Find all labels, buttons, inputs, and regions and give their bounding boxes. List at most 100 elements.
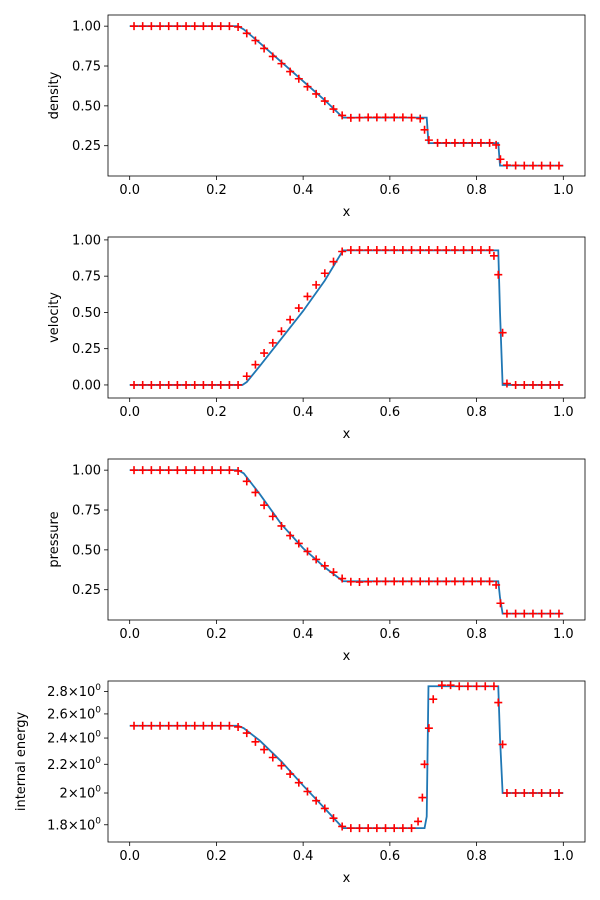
internal-energy-y-tick-label: 2.4×100 bbox=[47, 730, 101, 747]
internal-energy-axes-frame bbox=[107, 680, 586, 843]
density-marker bbox=[234, 22, 243, 31]
density-x-tick-label: 0.6 bbox=[380, 183, 401, 198]
velocity-marker bbox=[277, 327, 286, 336]
density-marker bbox=[511, 161, 520, 170]
density-x-tick-label: 1.0 bbox=[553, 183, 574, 198]
density-marker bbox=[381, 113, 390, 122]
internal-energy-marker bbox=[420, 760, 429, 769]
internal-energy-marker bbox=[437, 681, 446, 690]
pressure-x-axis-label: x bbox=[343, 649, 351, 664]
density-marker bbox=[208, 22, 217, 31]
velocity-x-tick-label: 1.0 bbox=[553, 405, 574, 420]
pressure-marker bbox=[468, 577, 477, 586]
internal-energy-marker bbox=[502, 789, 511, 798]
internal-energy-marker bbox=[164, 721, 173, 730]
velocity-marker bbox=[242, 372, 251, 381]
velocity-marker bbox=[390, 246, 399, 255]
pressure-marker bbox=[381, 577, 390, 586]
velocity-marker bbox=[208, 380, 217, 389]
pressure-marker bbox=[147, 466, 156, 475]
density-marker bbox=[268, 52, 277, 61]
internal-energy-x-axis-label: x bbox=[343, 871, 351, 886]
density-marker bbox=[216, 22, 225, 31]
velocity-marker bbox=[346, 246, 355, 255]
pressure-marker bbox=[554, 609, 563, 618]
pressure-marker bbox=[450, 577, 459, 586]
velocity-marker bbox=[312, 280, 321, 289]
velocity-marker bbox=[494, 270, 503, 279]
velocity-marker bbox=[485, 246, 494, 255]
pressure-marker bbox=[496, 599, 505, 608]
density-x-tick-label: 0.4 bbox=[293, 183, 314, 198]
density-marker bbox=[147, 22, 156, 31]
pressure-marker bbox=[520, 609, 529, 618]
density-marker bbox=[164, 22, 173, 31]
internal-energy-y-tick-label: 2×100 bbox=[60, 785, 102, 802]
pressure-marker bbox=[138, 466, 147, 475]
density-marker bbox=[260, 44, 269, 53]
velocity-marker bbox=[329, 257, 338, 266]
internal-energy-marker bbox=[338, 822, 347, 831]
density-marker bbox=[286, 67, 295, 76]
density-marker bbox=[173, 22, 182, 31]
pressure-marker bbox=[407, 577, 416, 586]
velocity-marker bbox=[502, 379, 511, 388]
internal-energy-y-axis-label: internal energy bbox=[14, 712, 29, 812]
density-marker bbox=[450, 138, 459, 147]
internal-energy-marker bbox=[312, 796, 321, 805]
velocity-marker bbox=[442, 246, 451, 255]
internal-energy-marker bbox=[520, 789, 529, 798]
pressure-axes-frame bbox=[107, 458, 586, 621]
velocity-marker bbox=[476, 246, 485, 255]
pressure-marker bbox=[156, 466, 165, 475]
velocity-marker bbox=[303, 292, 312, 301]
internal-energy-x-tick-label: 1.0 bbox=[553, 849, 574, 864]
velocity-marker bbox=[173, 380, 182, 389]
internal-energy-marker bbox=[251, 737, 260, 746]
internal-energy-x-tick-label: 0.8 bbox=[466, 849, 487, 864]
internal-energy-marker bbox=[277, 761, 286, 770]
density-x-tick-label: 0.0 bbox=[119, 183, 140, 198]
pressure-marker bbox=[190, 466, 199, 475]
internal-energy-x-tick-label: 0.0 bbox=[119, 849, 140, 864]
density-marker bbox=[442, 138, 451, 147]
internal-energy-marker bbox=[190, 721, 199, 730]
velocity-marker bbox=[459, 246, 468, 255]
density-marker bbox=[312, 89, 321, 98]
pressure-marker bbox=[511, 609, 520, 618]
velocity-marker bbox=[182, 380, 191, 389]
velocity-marker bbox=[164, 380, 173, 389]
velocity-marker bbox=[199, 380, 208, 389]
velocity-marker bbox=[537, 380, 546, 389]
pressure-y-tick-label: 0.75 bbox=[72, 504, 101, 519]
internal-energy-marker bbox=[208, 721, 217, 730]
pressure-panel: 0.0 0.2 0.4 0.6 0.8 1.0 0.25 0.50 0.75 1.00 x press… bbox=[47, 458, 586, 664]
internal-energy-marker bbox=[429, 695, 438, 704]
velocity-marker bbox=[450, 246, 459, 255]
density-axes-frame bbox=[107, 14, 586, 177]
pressure-y-tick-label: 0.25 bbox=[72, 583, 101, 598]
density-y-tick-label: 0.25 bbox=[72, 139, 101, 154]
internal-energy-marker bbox=[414, 817, 423, 826]
velocity-x-tick-label: 0.4 bbox=[293, 405, 314, 420]
density-y-tick-label: 0.50 bbox=[72, 99, 101, 114]
velocity-marker bbox=[554, 380, 563, 389]
density-marker bbox=[225, 22, 234, 31]
pressure-marker bbox=[546, 609, 555, 618]
internal-energy-marker bbox=[242, 729, 251, 738]
internal-energy-marker bbox=[147, 721, 156, 730]
internal-energy-marker bbox=[398, 824, 407, 833]
density-marker bbox=[407, 113, 416, 122]
pressure-marker bbox=[338, 574, 347, 583]
internal-energy-marker bbox=[216, 721, 225, 730]
pressure-marker bbox=[459, 577, 468, 586]
internal-energy-marker bbox=[554, 789, 563, 798]
velocity-axes-frame bbox=[107, 236, 586, 399]
pressure-marker bbox=[164, 466, 173, 475]
velocity-marker bbox=[268, 338, 277, 347]
internal-energy-marker bbox=[372, 824, 381, 833]
internal-energy-marker bbox=[498, 740, 507, 749]
pressure-marker bbox=[251, 488, 260, 497]
velocity-x-axis-label: x bbox=[343, 427, 351, 442]
